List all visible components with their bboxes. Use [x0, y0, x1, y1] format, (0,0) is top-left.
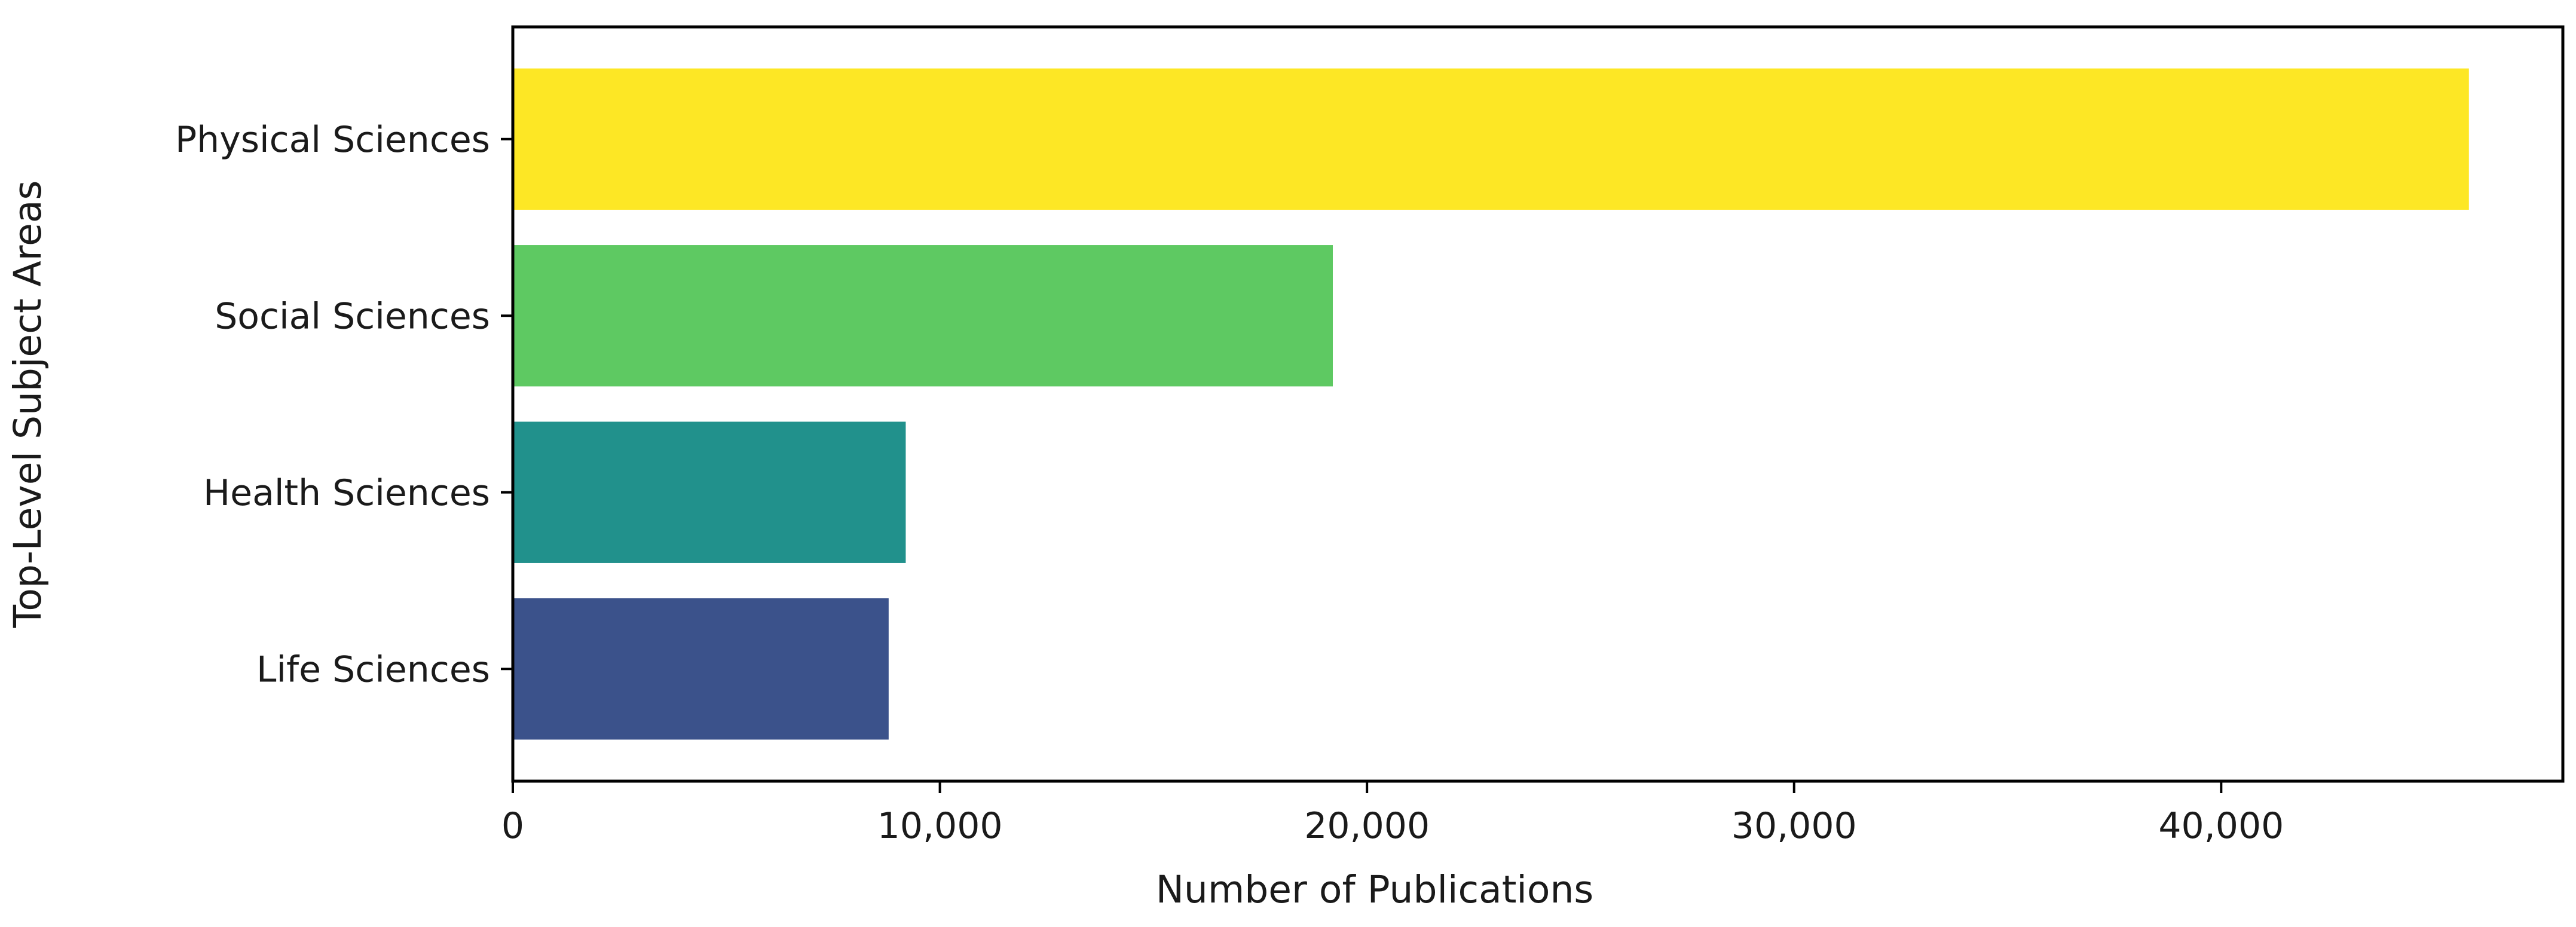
x-axis: 0 10,000 20,000 30,000 40,000 [501, 781, 2284, 847]
x-tick-label: 40,000 [2158, 805, 2284, 847]
bars-group [513, 68, 2469, 740]
x-tick-label: 20,000 [1304, 805, 1430, 847]
bar-physical-sciences [513, 68, 2469, 210]
y-tick-label: Physical Sciences [175, 119, 490, 161]
x-tick-label: 10,000 [877, 805, 1003, 847]
bar-health-sciences [513, 421, 906, 563]
y-tick-label: Health Sciences [203, 472, 490, 514]
x-tick-label: 0 [501, 805, 524, 847]
y-tick-label: Social Sciences [215, 295, 490, 337]
y-axis: Physical Sciences Social Sciences Health S… [175, 119, 513, 690]
bar-life-sciences [513, 598, 889, 740]
x-tick-label: 30,000 [1731, 805, 1857, 847]
bar-social-sciences [513, 245, 1333, 387]
x-axis-title: Number of Publications [1156, 868, 1593, 911]
y-tick-label: Life Sciences [256, 648, 490, 690]
y-axis-title: Top-Level Subject Areas [6, 180, 50, 629]
plot-frame [511, 25, 2565, 783]
